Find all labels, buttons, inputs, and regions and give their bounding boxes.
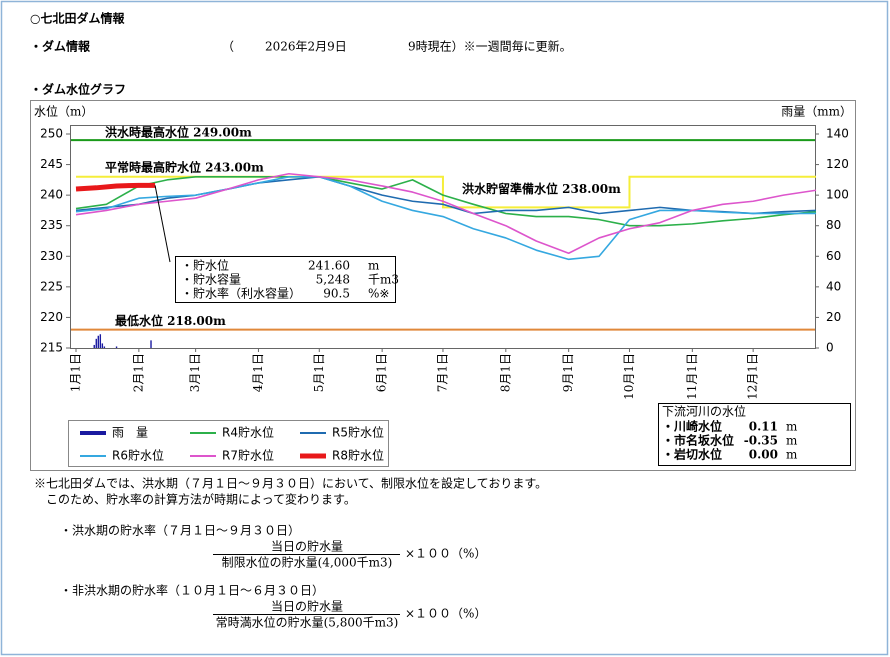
y-tick-label: 240 (40, 188, 63, 202)
y2-tick-label: 40 (826, 279, 841, 293)
rain-bar (93, 344, 95, 348)
rain-bar (101, 343, 104, 348)
annotation: 洪水貯留準備水位 238.00m (462, 181, 621, 196)
x-tick-label: 2月1日 (131, 353, 145, 392)
annotation: 最低水位 218.00m (115, 313, 226, 328)
info-unit: 千m3 (368, 273, 399, 287)
y-tick-label: 250 (40, 127, 63, 141)
graph-label: ・ダム水位グラフ (30, 82, 126, 97)
formula-title: ・洪水期の貯水率（７月１日～９月３０日） (60, 523, 300, 538)
rain-bar (95, 338, 97, 348)
y-axis-title: 水位（m） (34, 104, 93, 119)
formula-numerator: 当日の貯水量 (271, 600, 343, 614)
formula-factor: ×１００（%） (405, 547, 486, 561)
rain-bar (115, 346, 118, 348)
rain-bar (103, 346, 106, 348)
x-tick-label: 7月1日 (435, 353, 449, 392)
y2-axis-title: 雨量（mm） (781, 105, 852, 119)
y-tick-label: 245 (40, 157, 63, 171)
x-tick-label: 10月1日 (622, 353, 636, 400)
level-line (75, 176, 817, 227)
downstream-unit: m (786, 434, 798, 448)
x-tick-label: 3月1日 (188, 353, 202, 392)
info-box (175, 256, 396, 303)
legend-label: R6貯水位 (112, 448, 164, 463)
x-tick-label: 5月1日 (312, 353, 326, 392)
info-rest: 9時現在）※一週間毎に更新。 (408, 39, 572, 54)
page-title: ○七北田ダム情報 (30, 11, 125, 26)
level-line (75, 182, 156, 192)
rain-bar (150, 340, 152, 348)
downstream-box (658, 403, 851, 466)
x-tick-label: 1月1日 (69, 353, 83, 392)
limit-line (76, 175, 816, 209)
y2-tick-label: 20 (826, 310, 841, 324)
x-tick-label: 12月1日 (746, 353, 760, 400)
formula-factor: ×１００（%） (405, 607, 486, 621)
rain-bar (99, 334, 102, 348)
legend-label: 雨 量 (112, 426, 148, 440)
downstream-value: 0.00 (749, 448, 778, 462)
y2-tick-label: 60 (826, 249, 841, 263)
annotation: 洪水時最高水位 249.00m (105, 125, 252, 140)
x-tick-label: 6月1日 (375, 353, 389, 392)
downstream-label: ・市名坂水位 (662, 433, 734, 448)
legend-label: R7貯水位 (222, 448, 274, 463)
note: ※七北田ダムでは、洪水期（７月１日～９月３０日）において、制限水位を設定しており… (34, 476, 547, 491)
downstream-unit: m (786, 448, 798, 462)
info-unit: %※ (368, 287, 389, 301)
downstream-unit: m (786, 420, 798, 434)
info-label: ・貯水容量 (181, 272, 241, 287)
y-tick-label: 230 (40, 249, 63, 263)
legend-label: R5貯水位 (332, 425, 384, 440)
pointer-line (154, 185, 171, 263)
info-open: （ (222, 40, 234, 54)
y2-tick-label: 120 (826, 157, 849, 171)
rain-bar (97, 335, 100, 348)
info-value: 5,248 (316, 273, 350, 287)
info-label: ・ダム情報 (30, 39, 91, 54)
x-tick-label: 4月1日 (251, 353, 265, 392)
formula-numerator: 当日の貯水量 (271, 540, 343, 554)
formula-denominator: 制限水位の貯水量(4,000千m3) (222, 555, 393, 570)
info-value: 241.60 (308, 259, 350, 273)
downstream-label: ・川崎水位 (662, 419, 722, 434)
legend-label: R4貯水位 (222, 425, 274, 440)
formula-title: ・非洪水期の貯水率（１０月１日～６月３０日） (60, 583, 324, 598)
note: このため、貯水率の計算方法が時期によって変わります。 (46, 492, 356, 507)
y2-tick-label: 80 (826, 218, 841, 232)
y2-tick-label: 0 (826, 341, 834, 355)
downstream-value: 0.11 (749, 420, 778, 434)
info-date: 2026年2月9日 (265, 40, 347, 54)
legend-box (68, 420, 389, 467)
formula-denominator: 常時満水位の貯水量(5,800千m3) (216, 615, 399, 630)
annotation: 平常時最高貯水位 243.00m (105, 159, 264, 174)
x-tick-label: 11月1日 (685, 353, 699, 400)
downstream-title: 下流河川の水位 (662, 404, 746, 419)
info-label: ・貯水率（利水容量） (181, 286, 301, 301)
x-tick-label: 8月1日 (498, 353, 512, 392)
y2-tick-label: 100 (826, 188, 849, 202)
y-tick-label: 215 (40, 341, 63, 355)
downstream-label: ・岩切水位 (662, 447, 722, 462)
info-unit: m (368, 259, 380, 273)
y2-tick-label: 140 (826, 127, 849, 141)
legend-label: R8貯水位 (332, 448, 384, 463)
info-value: 90.5 (323, 287, 350, 301)
y-tick-label: 220 (40, 310, 63, 324)
y-tick-label: 235 (40, 218, 63, 232)
info-label: ・貯水位 (181, 258, 229, 273)
downstream-value: -0.35 (744, 434, 778, 448)
x-tick-label: 9月1日 (561, 353, 575, 392)
level-line (75, 172, 817, 255)
y-tick-label: 225 (40, 279, 63, 293)
